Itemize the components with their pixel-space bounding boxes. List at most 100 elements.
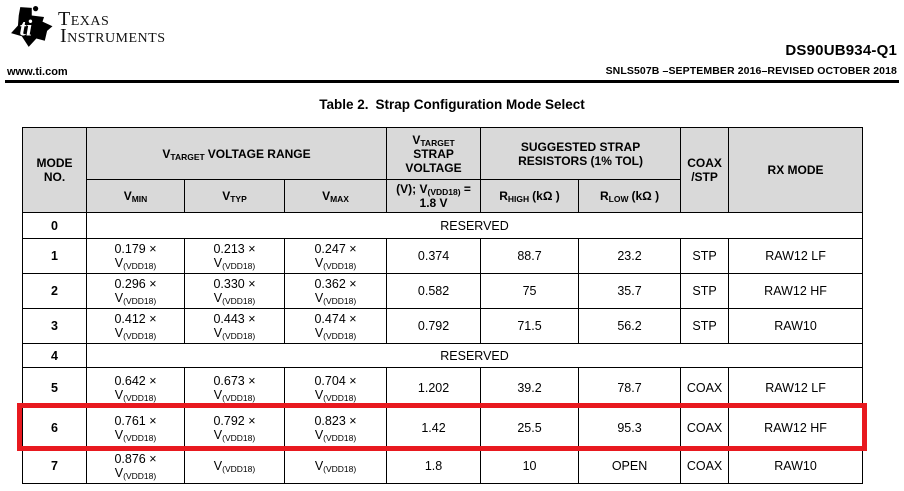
vmax-cell: 0.474 × V(VDD18) [283,308,388,344]
header-rule [5,80,899,83]
header-row-1: MODE NO. VTARGET VOLTAGE RANGE VTARGET ST… [22,127,864,213]
website-link[interactable]: www.ti.com [7,66,68,78]
coax-cell: COAX [680,447,730,484]
strap-base: V [412,132,421,147]
rx-cell: RAW12 LF [728,367,864,408]
vtyp-cell: V(VDD18) [184,447,285,484]
coax-cell: STP [680,238,730,274]
rhigh-cell: 25.5 [480,407,580,448]
vtyp-cell: 0.330 × V(VDD18) [184,273,285,309]
strap-cell: 1.42 [386,407,482,448]
strap-cell: 0.582 [386,273,482,309]
mode-cell: 6 [22,407,87,448]
strap-cell: 1.8 [386,447,482,484]
coax-line1: COAX [687,156,722,170]
table-row-mode-6-highlighted: 6 0.761 × V(VDD18) 0.792 × V(VDD18) 0.823 … [22,407,864,448]
mode-cell: 7 [22,447,87,484]
vrange-base: V [162,146,171,161]
rx-cell: RAW10 [728,308,864,344]
col-header-vmin: VMIN [86,179,185,213]
reserved-cell: RESERVED [85,343,864,368]
vmin-cell: 0.876 × V(VDD18) [86,447,185,484]
vrange-sub: TARGET [170,151,205,162]
strap-config-table-wrap: MODE NO. VTARGET VOLTAGE RANGE VTARGET ST… [17,127,867,484]
vmin-cell: 0.296 × V(VDD18) [86,273,185,309]
rlow-cell: 56.2 [578,308,682,344]
col-header-vmax: VMAX [283,179,388,213]
vmax-cell: 0.362 × V(VDD18) [283,273,388,309]
rx-cell: RAW12 HF [728,273,864,309]
coax-cell: COAX [680,407,730,448]
col-header-voltage-range: VTARGET VOLTAGE RANGE [85,127,388,180]
strap-line2: STRAP [413,146,454,161]
mode-cell: 2 [22,273,87,309]
mode-header-line1: MODE [36,156,73,170]
ti-wordmark: Texas Instruments [58,8,166,47]
rlow-cell: 23.2 [578,238,682,274]
col-header-strap-unit: (V); V(VDD18) = 1.8 V [386,179,482,213]
table-title-text: Strap Configuration Mode Select [375,97,585,112]
rlow-cell: 95.3 [578,407,682,448]
rx-cell: RAW12 HF [728,407,864,448]
coax-cell: STP [680,273,730,309]
vtyp-cell: 0.673 × V(VDD18) [184,367,285,408]
vmin-cell: 0.761 × V(VDD18) [86,407,185,448]
table-row-mode-0: 0 RESERVED [22,212,864,239]
brand-line-1: Texas [58,8,110,30]
strap-config-table: MODE NO. VTARGET VOLTAGE RANGE VTARGET ST… [22,127,864,484]
col-header-strap-voltage: VTARGET STRAP VOLTAGE [386,127,482,180]
vrange-rest: VOLTAGE RANGE [207,146,311,161]
rhigh-cell: 88.7 [480,238,580,274]
rlow-cell: 78.7 [578,367,682,408]
strap-line3: VOLTAGE [405,160,462,175]
strap-cell: 1.202 [386,367,482,408]
vtyp-cell: 0.213 × V(VDD18) [184,238,285,274]
brand-line-2: Instruments [60,25,166,47]
rx-cell: RAW10 [728,447,864,484]
col-header-vtyp: VTYP [184,179,285,213]
mode-cell: 3 [22,308,87,344]
table-title-label: Table 2. [319,97,369,112]
resistors-line1: SUGGESTED STRAP [520,139,641,154]
col-header-mode: MODE NO. [22,127,87,213]
strap-cell: 0.374 [386,238,482,274]
mode-cell: 5 [22,367,87,408]
strap-cell: 0.792 [386,308,482,344]
rlow-cell: OPEN [578,447,682,484]
vmax-cell: V(VDD18) [283,447,388,484]
table-row-mode-3: 3 0.412 × V(VDD18) 0.443 × V(VDD18) 0.474 … [22,308,864,344]
doc-revision: SNLS507B –SEPTEMBER 2016–REVISED OCTOBER… [605,65,897,77]
vmin-cell: 0.412 × V(VDD18) [86,308,185,344]
col-header-rhigh: RHIGH (kΩ ) [480,179,580,213]
ti-logo-icon: ti [11,5,53,47]
rhigh-cell: 39.2 [480,367,580,408]
rhigh-cell: 75 [480,273,580,309]
col-header-coax-stp: COAX /STP [680,127,730,213]
svg-text:ti: ti [20,15,33,40]
mode-cell: 1 [22,238,87,274]
table-row-mode-7: 7 0.876 × V(VDD18) V(VDD18) V(VDD18) 1.8 … [22,447,864,484]
rhigh-cell: 71.5 [480,308,580,344]
strap-sub: TARGET [420,137,455,148]
mode-cell: 4 [22,343,87,368]
vmin-cell: 0.642 × V(VDD18) [86,367,185,408]
coax-cell: STP [680,308,730,344]
part-number: DS90UB934-Q1 [785,42,897,59]
table-row-mode-4: 4 RESERVED [22,343,864,368]
mode-header-line2: NO. [43,170,66,184]
vmax-cell: 0.247 × V(VDD18) [283,238,388,274]
header-row-2: VMIN VTYP VMAX (V); V(VDD18) = 1.8 V RHI… [23,179,863,213]
mode-cell: 0 [22,212,87,239]
rlow-cell: 35.7 [578,273,682,309]
resistors-line2: RESISTORS (1% TOL) [518,153,643,168]
vtyp-cell: 0.443 × V(VDD18) [184,308,285,344]
table-row-mode-5: 5 0.642 × V(VDD18) 0.673 × V(VDD18) 0.704 … [22,367,864,408]
col-header-rx-mode: RX MODE [728,127,864,213]
table-row-mode-1: 1 0.179 × V(VDD18) 0.213 × V(VDD18) 0.247 … [22,238,864,274]
vmin-cell: 0.179 × V(VDD18) [86,238,185,274]
vmax-cell: 0.823 × V(VDD18) [283,407,388,448]
reserved-cell: RESERVED [85,212,864,239]
vtyp-cell: 0.792 × V(VDD18) [184,407,285,448]
vmax-cell: 0.704 × V(VDD18) [283,367,388,408]
